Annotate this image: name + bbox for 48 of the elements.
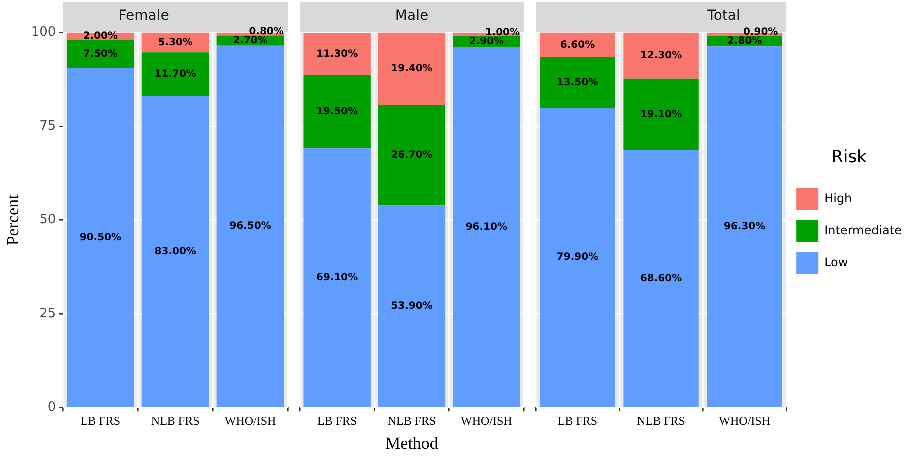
y-tick-label: 25 <box>40 306 56 322</box>
data-label: 19.10% <box>640 109 682 120</box>
legend-label: High <box>824 191 852 206</box>
y-tick-label: 100 <box>31 25 56 40</box>
data-label: 12.30% <box>640 50 682 62</box>
data-label: 11.30% <box>316 48 358 60</box>
legend-label: Low <box>824 255 848 270</box>
x-tick-label: WHO/ISH <box>719 414 771 428</box>
y-axis-title: Percent <box>4 194 23 246</box>
data-label: 96.30% <box>724 221 766 232</box>
data-label: 5.30% <box>158 37 193 48</box>
x-tick-label: WHO/ISH <box>461 414 513 428</box>
data-label: 83.00% <box>154 246 196 258</box>
x-tick-label: LB FRS <box>558 414 598 428</box>
data-label: 0.80% <box>249 26 284 38</box>
x-axis-title: Method <box>384 434 440 454</box>
data-label: 79.90% <box>556 252 599 264</box>
data-label: 7.50% <box>83 48 118 60</box>
y-tick-label: 75 <box>40 118 56 134</box>
data-label: 19.40% <box>391 64 433 75</box>
x-tick-label: NLB FRS <box>151 414 200 428</box>
data-label: 53.90% <box>391 300 433 312</box>
data-label: 2.70% <box>233 35 268 46</box>
legend-label: Intermediate <box>824 223 902 238</box>
x-tick-label: WHO/ISH <box>224 414 277 428</box>
data-label: 26.70% <box>391 150 433 162</box>
chart-title: Total <box>706 8 740 24</box>
data-label: 13.50% <box>556 77 599 88</box>
chart-title: Female <box>118 8 170 24</box>
data-label: 96.10% <box>466 222 508 233</box>
chart-title: Male <box>395 8 429 24</box>
x-tick-label: NLB FRS <box>388 414 436 428</box>
data-label: 69.10% <box>316 272 358 284</box>
data-label: 68.60% <box>640 273 682 284</box>
data-label: 11.70% <box>154 69 196 80</box>
data-label: 6.60% <box>560 40 596 51</box>
legend-title: Risk <box>832 148 868 168</box>
y-tick-label: 50 <box>40 212 56 228</box>
data-label: 2.90% <box>469 36 504 48</box>
data-label: 2.80% <box>727 36 762 48</box>
data-label: 90.50% <box>80 232 122 244</box>
data-label: 96.50% <box>230 221 272 232</box>
x-tick-label: LB FRS <box>317 414 358 428</box>
y-tick-label: 0 <box>48 400 56 415</box>
x-tick-label: NLB FRS <box>637 414 686 428</box>
x-tick-label: LB FRS <box>80 414 121 428</box>
data-label: 19.50% <box>316 106 358 118</box>
data-label: 2.00% <box>83 31 118 42</box>
